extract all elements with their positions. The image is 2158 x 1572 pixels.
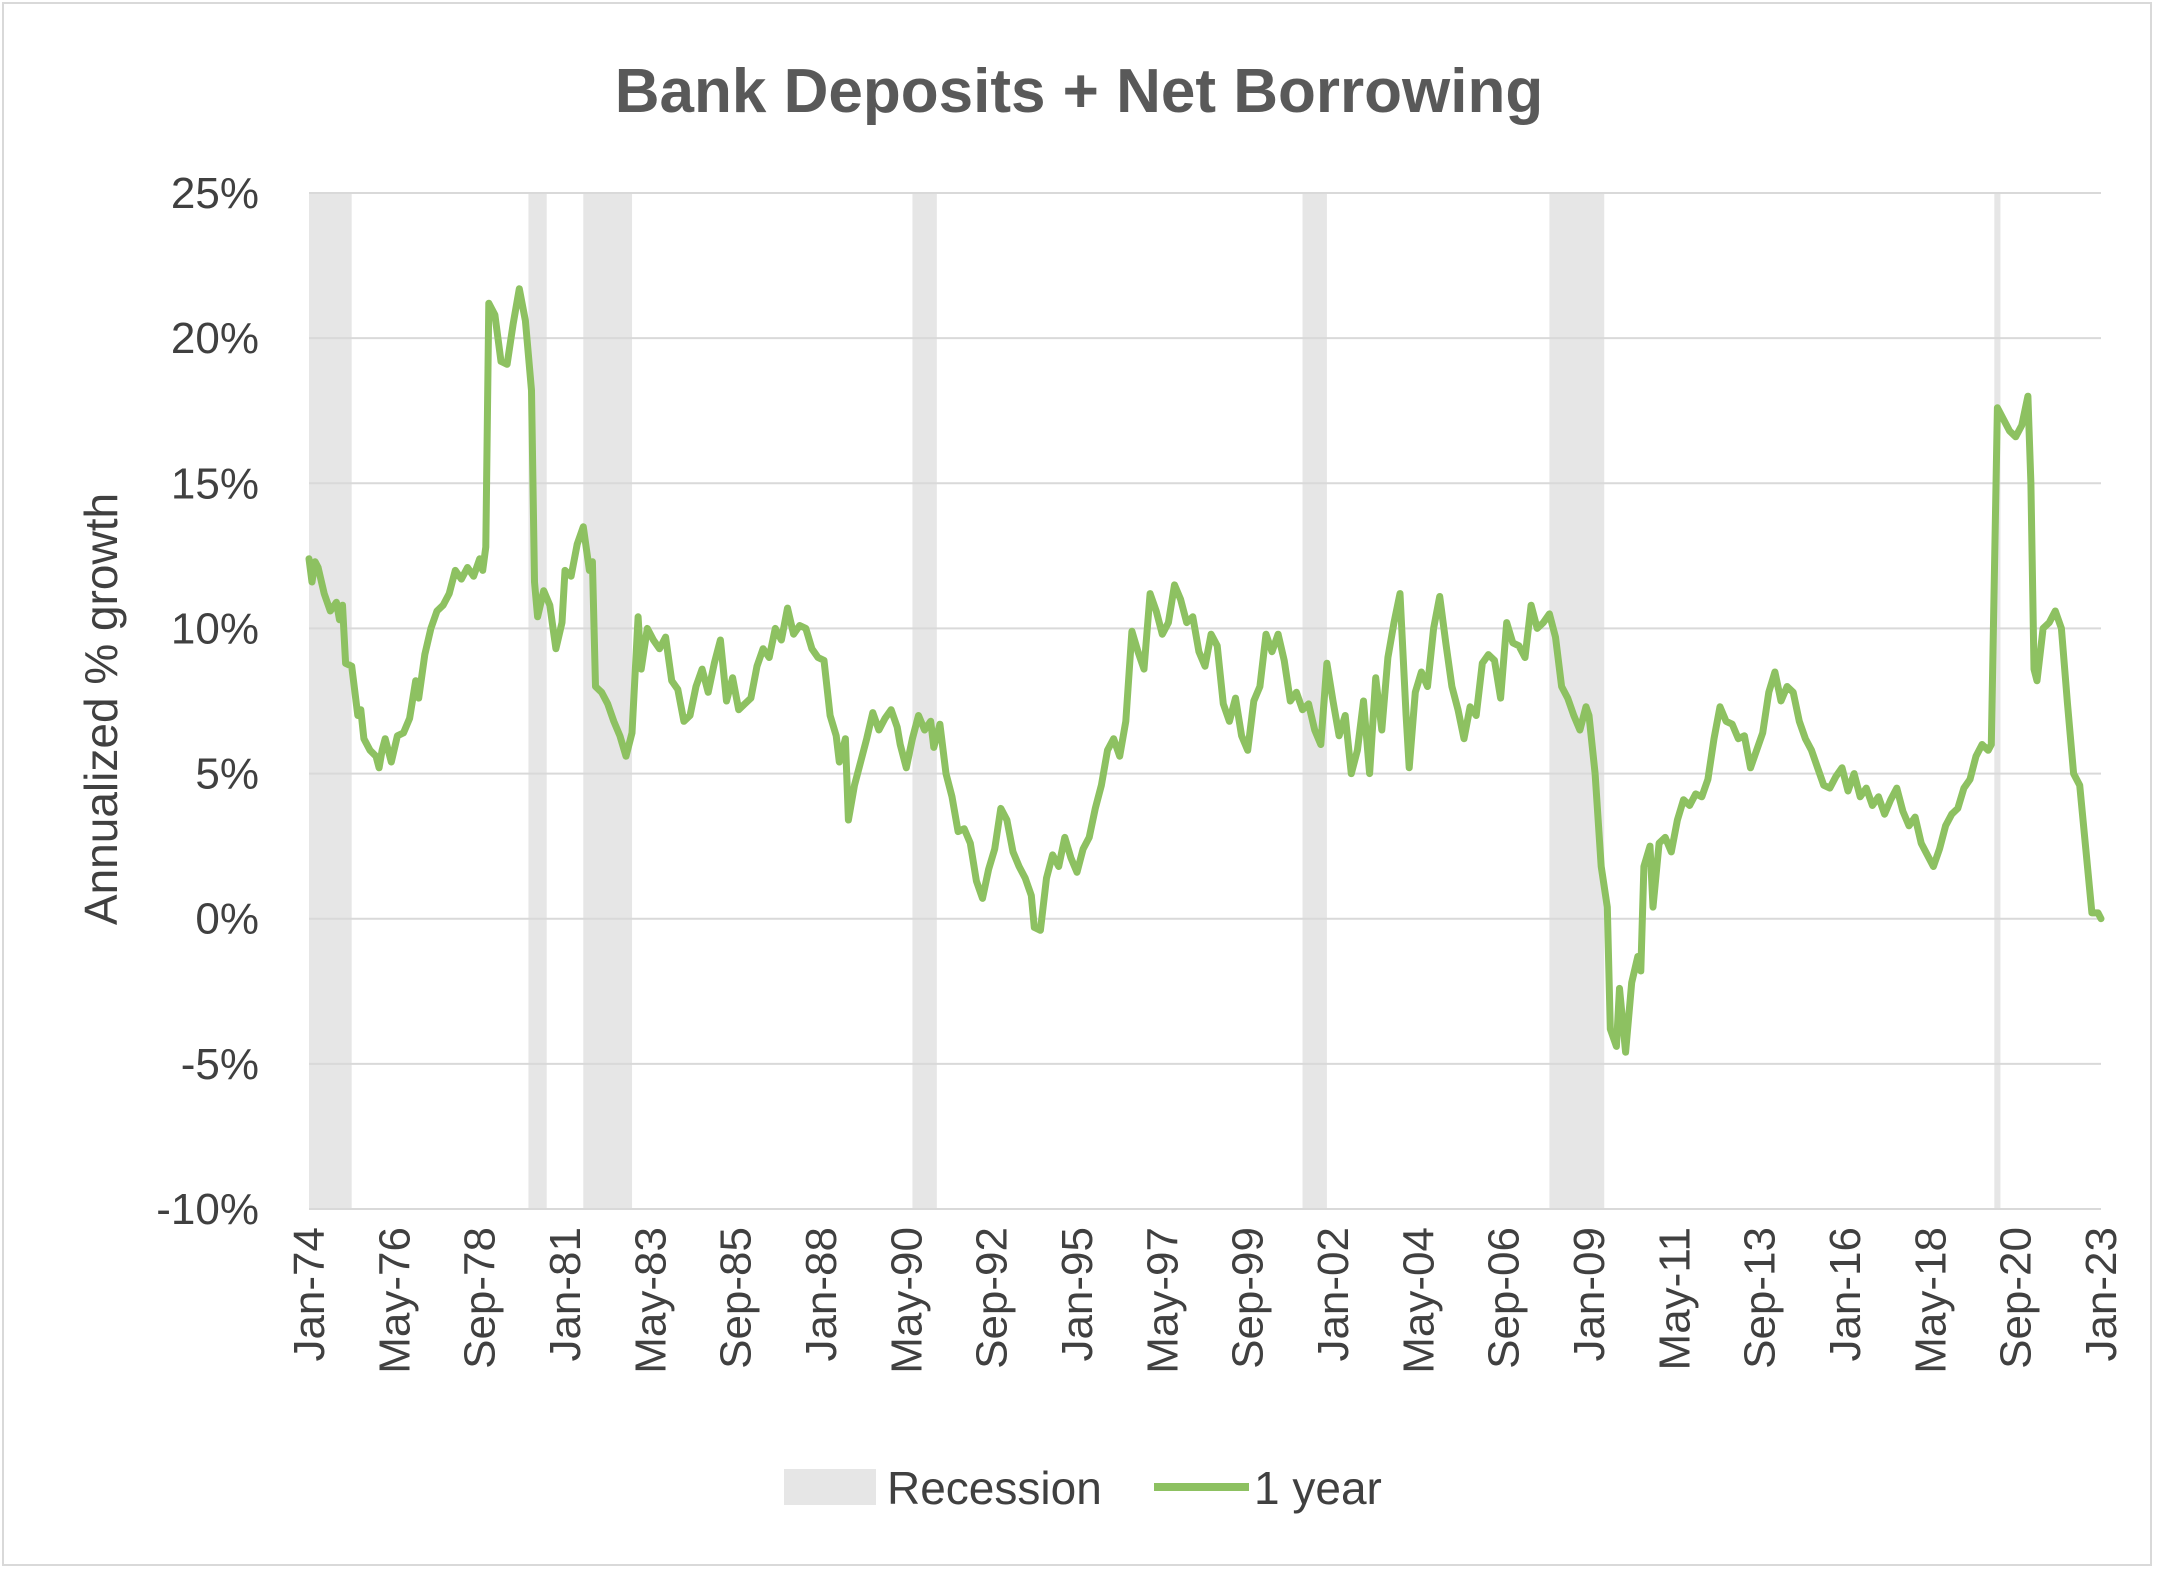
y-axis-ticks: -10% -5% 0% 5% 10% 15% 20% 25% bbox=[156, 169, 259, 1234]
x-tick-label: Jan-95 bbox=[1053, 1227, 1102, 1362]
chart-title: Bank Deposits + Net Borrowing bbox=[615, 57, 1543, 126]
gridlines bbox=[309, 192, 2101, 1210]
y-tick-label: 0% bbox=[195, 895, 259, 944]
legend: Recession 1 year bbox=[784, 1462, 1382, 1514]
x-tick-label: Jan-81 bbox=[541, 1227, 590, 1362]
x-tick-label: Sep-92 bbox=[968, 1227, 1017, 1369]
x-tick-label: May-97 bbox=[1138, 1227, 1187, 1374]
y-tick-label: -5% bbox=[181, 1040, 259, 1089]
legend-recession-swatch bbox=[784, 1469, 876, 1505]
x-tick-label: May-83 bbox=[626, 1227, 675, 1374]
x-tick-label: May-11 bbox=[1650, 1227, 1699, 1370]
recession-band-3 bbox=[912, 193, 937, 1209]
series-line-0 bbox=[305, 285, 2105, 1056]
chart-canvas: Bank Deposits + Net Borrowing -10% -5% 0% 5… bbox=[75, 57, 2126, 1514]
x-tick-label: Sep-99 bbox=[1224, 1227, 1273, 1369]
x-tick-label: Jan-74 bbox=[285, 1227, 334, 1362]
x-tick-label: Sep-13 bbox=[1736, 1227, 1785, 1369]
y-tick-label: 5% bbox=[195, 750, 259, 799]
recession-bands bbox=[309, 193, 2001, 1209]
x-axis-ticks: Jan-74 May-76 Sep-78 Jan-81 May-83 Sep-85 Jan-… bbox=[285, 1227, 2126, 1374]
x-tick-label: May-18 bbox=[1906, 1227, 1955, 1374]
x-tick-label: Sep-06 bbox=[1480, 1227, 1529, 1369]
x-tick-label: Jan-88 bbox=[797, 1227, 846, 1362]
x-tick-label: Sep-78 bbox=[456, 1227, 505, 1369]
x-tick-label: Sep-85 bbox=[712, 1227, 761, 1369]
x-tick-label: May-04 bbox=[1394, 1227, 1443, 1374]
y-axis-label: Annualized % growth bbox=[75, 493, 127, 925]
x-tick-label: Jan-16 bbox=[1821, 1227, 1870, 1362]
x-tick-label: May-90 bbox=[882, 1227, 931, 1374]
recession-band-6 bbox=[1994, 193, 2001, 1209]
legend-recession-label: Recession bbox=[887, 1462, 1102, 1514]
series-lines bbox=[305, 285, 2105, 1056]
x-tick-label: Jan-23 bbox=[2077, 1227, 2126, 1362]
y-tick-label: -10% bbox=[156, 1185, 259, 1234]
legend-series-label: 1 year bbox=[1254, 1462, 1382, 1514]
recession-band-5 bbox=[1549, 193, 1605, 1209]
x-tick-label: Sep-20 bbox=[1992, 1227, 2041, 1369]
y-tick-label: 15% bbox=[171, 459, 259, 508]
x-tick-label: Jan-02 bbox=[1309, 1227, 1358, 1362]
x-tick-label: Jan-09 bbox=[1565, 1227, 1614, 1362]
y-tick-label: 25% bbox=[171, 169, 259, 218]
x-tick-label: May-76 bbox=[370, 1227, 419, 1374]
y-tick-label: 10% bbox=[171, 604, 259, 653]
y-tick-label: 20% bbox=[171, 314, 259, 363]
recession-band-0 bbox=[309, 193, 352, 1209]
recession-band-1 bbox=[528, 193, 547, 1209]
